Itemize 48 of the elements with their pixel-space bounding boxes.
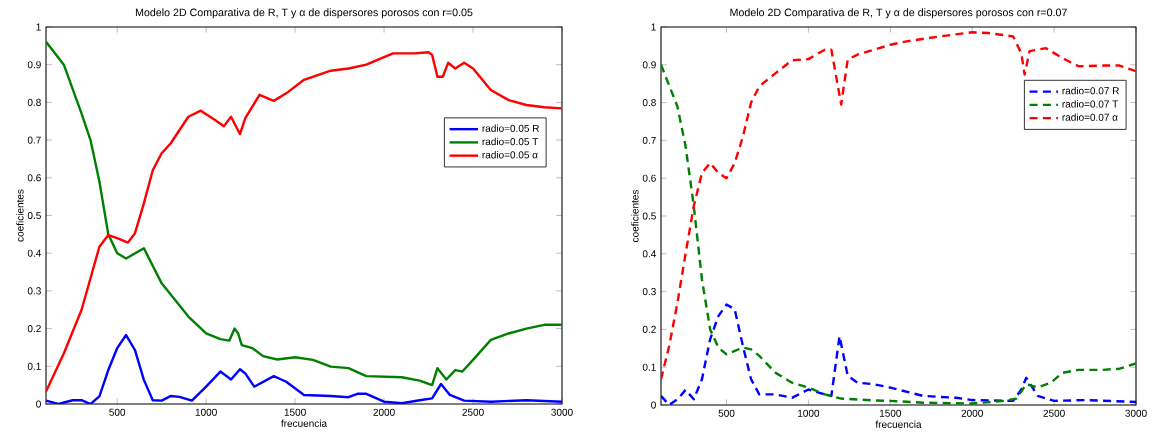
y-tick-label: 0.1 xyxy=(27,362,41,370)
line-series xyxy=(46,333,562,404)
y-tick-label: 0.5 xyxy=(642,212,656,220)
y-tick-label: 0.7 xyxy=(27,136,41,144)
legend-label: radio=0.05 α xyxy=(482,151,538,159)
y-tick-label: 0.2 xyxy=(642,325,656,333)
x-tick-label: 500 xyxy=(109,408,126,416)
y-tick-label: 0.8 xyxy=(27,98,41,106)
chart-title: Modelo 2D Comparativa de R, T y α de dispersores porosos con r=0.07 xyxy=(730,8,1067,19)
x-tick-label: 2500 xyxy=(462,408,484,416)
x-tick-label: 2000 xyxy=(373,408,395,416)
line-series xyxy=(661,303,1136,405)
legend-label: radio=0.07 T xyxy=(1062,100,1119,108)
y-tick-label: 0.3 xyxy=(642,288,656,296)
x-axis-title: frecuencia xyxy=(281,419,328,427)
y-tick-label: 1 xyxy=(651,23,656,31)
y-tick-label: 0.9 xyxy=(642,61,656,69)
y-tick-label: 0.6 xyxy=(642,174,656,182)
y-tick-label: 0.3 xyxy=(27,287,41,295)
legend-label: radio=0.05 R xyxy=(482,124,539,132)
x-tick-label: 1000 xyxy=(798,409,820,417)
y-tick-label: 0.9 xyxy=(27,61,41,69)
y-tick-label: 0.1 xyxy=(642,363,656,371)
y-tick-label: 0 xyxy=(36,400,41,408)
legend-label: radio=0.07 R xyxy=(1062,86,1119,95)
y-tick-label: 1 xyxy=(36,23,41,31)
y-tick-label: 0.2 xyxy=(27,325,41,333)
legend-label: radio=0.07 α xyxy=(1062,113,1118,121)
x-tick-label: 3000 xyxy=(551,408,573,416)
x-tick-label: 3000 xyxy=(1125,409,1147,417)
y-tick-label: 0.5 xyxy=(27,211,41,220)
x-tick-label: 2500 xyxy=(1043,409,1065,417)
chart-title: Modelo 2D Comparativa de R, T y α de dispersores porosos con r=0.05 xyxy=(135,8,473,19)
legend-label: radio=0.05 T xyxy=(482,137,539,146)
y-axis-title: coeficientes xyxy=(631,189,639,242)
x-tick-label: 1500 xyxy=(879,409,902,417)
x-tick-label: 1500 xyxy=(284,408,306,416)
y-tick-label: 0.4 xyxy=(27,249,42,257)
y-tick-label: 0 xyxy=(651,401,656,409)
y-axis-title: coeficientes xyxy=(16,189,24,242)
x-tick-label: 2000 xyxy=(961,409,983,417)
y-tick-label: 0.6 xyxy=(27,174,41,182)
x-tick-label: 1000 xyxy=(195,408,217,416)
x-tick-label: 500 xyxy=(718,409,735,417)
x-axis-title: frecuencia xyxy=(875,420,922,428)
y-tick-label: 0.7 xyxy=(642,136,656,144)
y-tick-label: 0.8 xyxy=(642,99,656,107)
y-tick-label: 0.4 xyxy=(642,250,657,258)
